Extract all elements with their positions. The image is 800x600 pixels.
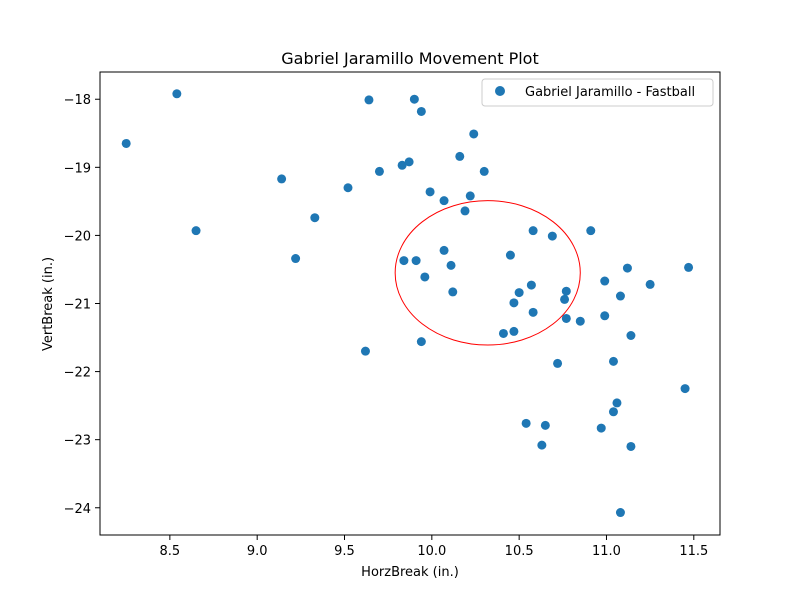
scatter-point [446,260,456,270]
scatter-point [439,245,449,255]
scatter-point [291,254,301,264]
scatter-point [561,313,571,323]
chart-title: Gabriel Jaramillo Movement Plot [281,49,538,68]
scatter-point [626,331,636,341]
x-tick-label: 9.0 [247,544,268,559]
scatter-point [622,263,632,273]
scatter-point [277,174,287,184]
scatter-point [399,256,409,266]
scatter-point [645,279,655,289]
scatter-point [608,356,618,366]
scatter-point [425,187,435,197]
x-tick-label: 10.0 [417,544,446,559]
scatter-point [172,89,182,99]
scatter-point [553,358,563,368]
scatter-point [191,226,201,236]
scatter-point [596,423,606,433]
scatter-point [411,256,421,266]
scatter-point [509,326,519,336]
y-axis-label: VertBreak (in.) [41,257,56,351]
y-tick-label: −19 [64,161,91,176]
scatter-point [547,231,557,241]
scatter-point [521,418,531,428]
legend-label: Gabriel Jaramillo - Fastball [525,85,695,100]
scatter-point [680,384,690,394]
y-tick-label: −21 [64,298,91,313]
scatter-point [416,106,426,116]
scatter-point [479,166,489,176]
scatter-point [343,183,353,193]
legend-frame [481,78,714,107]
scatter-point [439,196,449,206]
scatter-point [608,407,618,417]
scatter-point [310,213,320,223]
scatter-point [528,226,538,236]
legend-marker [495,86,505,96]
scatter-point [121,138,131,148]
scatter-point [460,206,470,216]
scatter-point [505,250,515,260]
scatter-point [465,191,475,201]
scatter-point [600,311,610,321]
scatter-point [586,226,596,236]
y-tick-label: −24 [64,502,91,517]
scatter-point [360,346,370,356]
x-tick-label: 11.5 [679,544,708,559]
scatter-point [448,287,458,297]
x-tick-label: 9.5 [334,544,355,559]
scatter-point [615,508,625,518]
scatter-point [537,440,547,450]
plot-area: 8.5 9.0 9.5 10.0 10.5 11.0 11.5 −18 −19 −20 −21 −22… [64,71,721,559]
x-tick-label: 8.5 [160,544,181,559]
scatter-point [684,262,694,272]
scatter-point [612,398,622,408]
scatter-point [615,291,625,301]
legend: Gabriel Jaramillo - Fastball [481,78,714,107]
scatter-point [397,160,407,170]
y-tick-label: −22 [64,366,91,381]
scatter-point [540,420,550,430]
scatter-point [600,276,610,286]
scatter-point [374,166,384,176]
scatter-point [420,272,430,282]
scatter-point [514,288,524,298]
scatter-point [626,441,636,451]
scatter-point [416,337,426,347]
scatter-point [469,129,479,139]
scatter-point [561,286,571,296]
y-tick-label: −18 [64,93,91,108]
scatter-point [560,294,570,304]
x-axis-label: HorzBreak (in.) [361,565,459,580]
scatter-point [526,280,536,290]
x-tick-label: 11.0 [592,544,621,559]
scatter-point [498,328,508,338]
highlight-ellipse [394,200,581,346]
scatter-point [528,307,538,317]
scatter-point [575,316,585,326]
x-tick-label: 10.5 [505,544,534,559]
scatter-point [509,298,519,308]
scatter-point [364,95,374,105]
y-tick-label: −20 [64,229,91,244]
scatter-point [409,94,419,104]
y-tick-label: −23 [64,434,91,449]
scatter-point [455,151,465,161]
scatter-point [404,157,414,167]
